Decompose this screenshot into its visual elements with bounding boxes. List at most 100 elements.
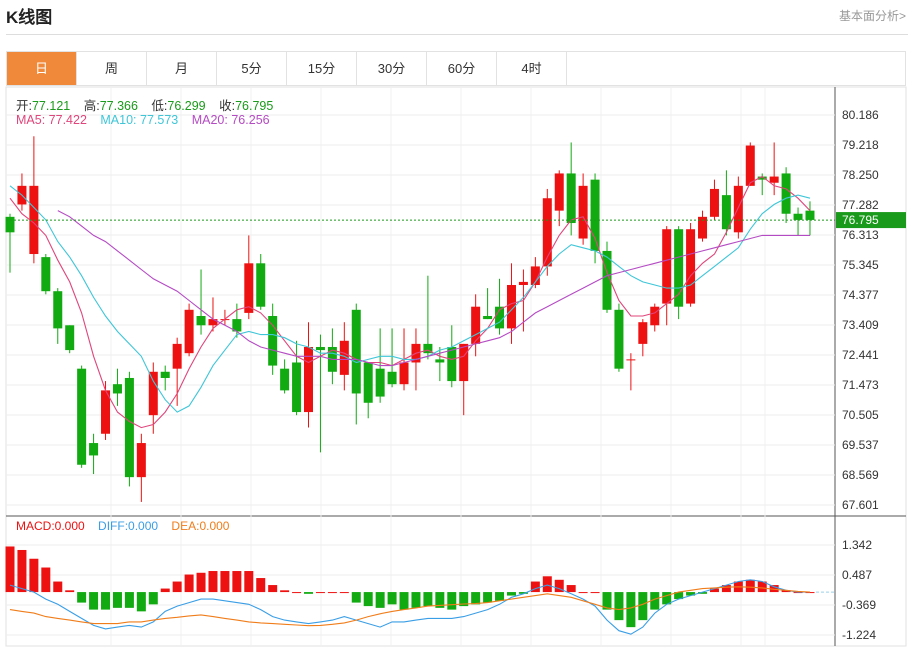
ma10-line: [9, 185, 811, 413]
macd-histogram-bar: [53, 581, 63, 593]
candle-body: [53, 291, 63, 329]
tab-week[interactable]: 周: [77, 52, 147, 85]
dea-label: DEA:: [171, 519, 200, 533]
candle-body: [757, 176, 767, 180]
y-tick-label: 74.377: [842, 288, 879, 302]
candle-body: [184, 309, 194, 354]
candle-body: [423, 343, 433, 354]
candle-body: [148, 371, 158, 416]
macd-histogram-bar: [387, 592, 397, 605]
macd-histogram-bar: [339, 592, 349, 594]
candle-body: [304, 346, 313, 413]
macd-histogram-bar: [280, 590, 290, 593]
candle-body: [232, 319, 242, 332]
candle-body: [459, 343, 469, 382]
candle-body: [5, 216, 15, 233]
ohlc-legend: 开:77.121 高:77.366 低:76.299 收:76.795: [16, 95, 283, 114]
candle-body: [280, 368, 290, 391]
macd-histogram-bar: [483, 592, 493, 603]
macd-histogram-bar: [662, 592, 672, 605]
ma20-label: MA20:: [191, 113, 228, 127]
macd-histogram-bar: [232, 571, 242, 593]
fundamental-analysis-link[interactable]: 基本面分析>: [838, 9, 906, 23]
candle-body: [483, 315, 493, 320]
macd-histogram-bar: [781, 590, 791, 593]
macd-histogram-bar: [292, 592, 302, 594]
candle-body: [530, 266, 540, 286]
candle-body: [268, 315, 278, 366]
candle-body: [160, 371, 170, 378]
candle-body: [769, 176, 779, 183]
macd-histogram-bar: [542, 576, 552, 593]
high-value: 77.366: [99, 99, 138, 113]
tab-60min[interactable]: 60分: [427, 52, 497, 85]
candle-body: [626, 359, 636, 361]
candle-body: [733, 185, 743, 233]
candle-body: [721, 195, 731, 230]
candle-body: [196, 315, 206, 326]
macd-histogram-bar: [674, 592, 684, 600]
macd-histogram-bar: [614, 592, 624, 621]
macd-histogram-bar: [423, 592, 433, 607]
ma5-label: MA5:: [16, 113, 46, 127]
macd-histogram-bar: [268, 585, 278, 593]
close-label: 收:: [219, 99, 236, 113]
tab-day[interactable]: 日: [7, 52, 77, 85]
macd-y-tick-label: -1.224: [842, 628, 876, 642]
candle-body: [339, 340, 349, 375]
macd-histogram-bar: [5, 546, 15, 593]
y-tick-label: 73.409: [842, 318, 879, 332]
macd-histogram-bar: [41, 567, 51, 593]
candle-body: [554, 173, 564, 211]
tab-month[interactable]: 月: [147, 52, 217, 85]
candle-body: [315, 346, 325, 351]
candle-body: [172, 343, 182, 369]
macd-histogram-bar: [196, 572, 206, 593]
macd-histogram-bar: [172, 581, 182, 593]
open-label: 开:: [16, 99, 32, 113]
ma10-value: 77.573: [140, 113, 179, 127]
macd-histogram-bar: [495, 592, 505, 601]
tab-30min[interactable]: 30分: [357, 52, 427, 85]
candle-body: [638, 322, 648, 344]
candle-body: [112, 384, 122, 394]
candle-body: [65, 325, 75, 351]
low-value: 76.299: [167, 99, 206, 113]
macd-histogram-bar: [626, 592, 636, 628]
current-price-label: 76.795: [842, 213, 879, 227]
y-tick-label: 72.441: [842, 348, 879, 362]
period-tabs: 日 周 月 5分 15分 30分 60分 4时: [6, 51, 906, 86]
y-tick-label: 70.505: [842, 408, 879, 422]
ma20-value: 76.256: [231, 113, 270, 127]
candle-body: [495, 306, 505, 329]
candle-body: [471, 306, 481, 344]
macd-histogram-bar: [148, 592, 158, 605]
candle-body: [89, 443, 99, 456]
macd-value: 0.000: [54, 519, 85, 533]
dea-value: 0.000: [199, 519, 230, 533]
candle-body: [29, 185, 39, 255]
candle-body: [542, 198, 552, 267]
y-tick-label: 76.313: [842, 228, 879, 242]
tab-15min[interactable]: 15分: [287, 52, 357, 85]
candle-body: [781, 173, 791, 214]
y-tick-label: 68.569: [842, 468, 879, 482]
ma5-value: 77.422: [48, 113, 87, 127]
macd-histogram-bar: [399, 592, 409, 610]
macd-histogram-bar: [435, 592, 445, 608]
candle-body: [709, 188, 719, 217]
macd-histogram-bar: [447, 592, 457, 610]
macd-histogram-bar: [638, 592, 648, 621]
macd-histogram-bar: [566, 585, 576, 593]
macd-histogram-bar: [602, 592, 612, 610]
macd-histogram-bar: [769, 585, 779, 593]
candle-body: [590, 179, 600, 251]
macd-histogram-bar: [698, 592, 708, 594]
tab-4hour[interactable]: 4时: [497, 52, 567, 85]
candle-body: [375, 368, 385, 397]
macd-histogram-bar: [518, 592, 528, 594]
candle-body: [506, 285, 516, 329]
candle-body: [745, 145, 755, 186]
tab-5min[interactable]: 5分: [217, 52, 287, 85]
